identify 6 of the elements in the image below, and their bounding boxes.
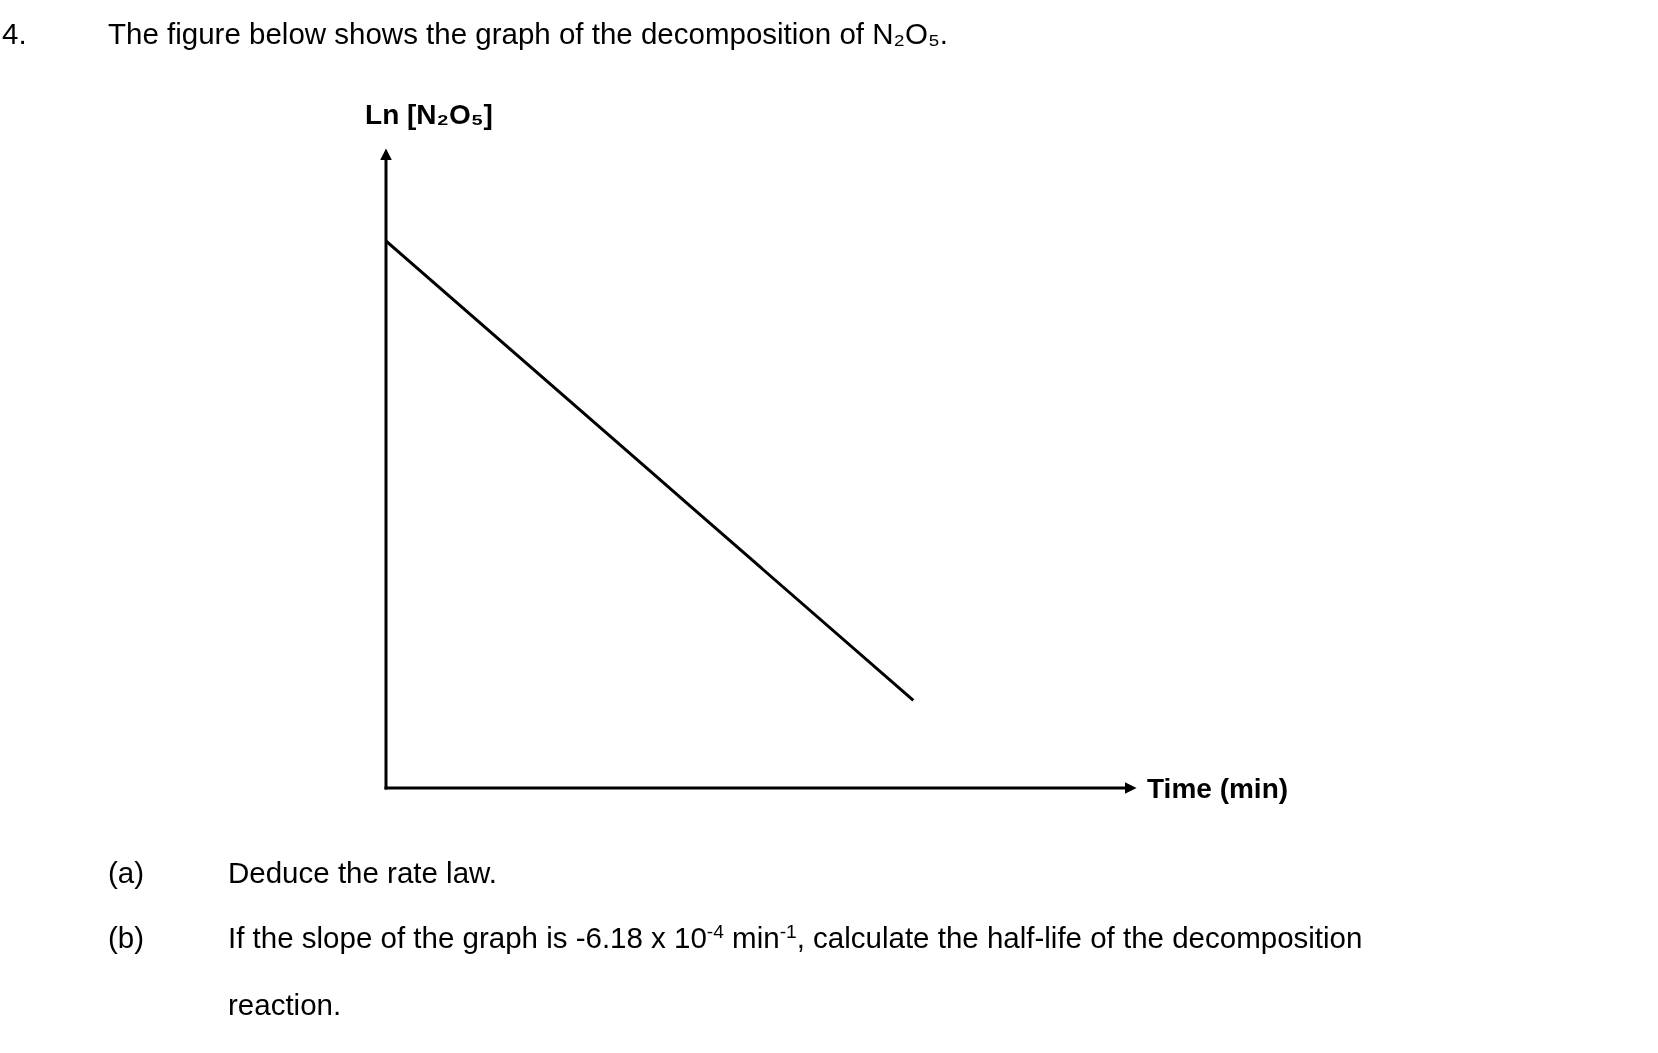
text: 4. [2,17,27,50]
text: (a) Deduce the rate law. [108,856,497,889]
text: (b) If the slope of the graph is -6.18 x 10$^{-4}$ min$^{-1}$, calculate the half-life of the decomposition reaction. [108,920,1363,1021]
y-axis-title: Ln [N₂O₅] [365,99,493,130]
chart-title: The figure below shows the graph of the decomposition of N₂O₅. [108,17,948,50]
x-axis-title: Time (min) [1147,773,1289,804]
